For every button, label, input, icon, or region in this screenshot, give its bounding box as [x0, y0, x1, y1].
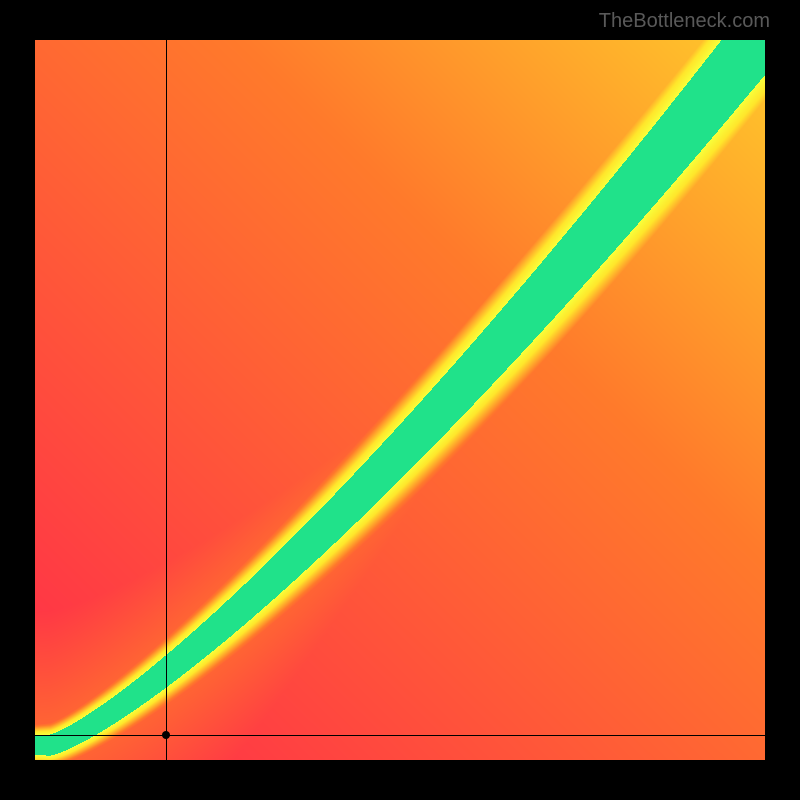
figure-container: TheBottleneck.com [0, 0, 800, 800]
heatmap-plot [35, 40, 765, 760]
heatmap-canvas [35, 40, 765, 760]
watermark-text: TheBottleneck.com [599, 10, 770, 33]
